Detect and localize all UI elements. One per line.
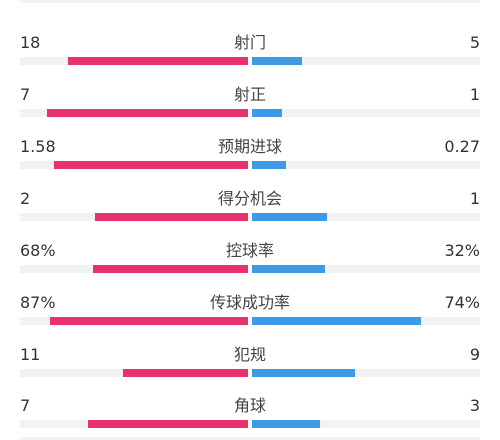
stat-row-possession: 68% 控球率 32% xyxy=(0,230,500,282)
away-bar xyxy=(252,265,325,273)
away-bar xyxy=(252,369,355,377)
stat-label: 射门 xyxy=(233,33,266,52)
home-value: 2 xyxy=(20,189,31,208)
away-value: 9 xyxy=(469,345,480,364)
home-value: 68% xyxy=(20,241,56,260)
home-bar-track xyxy=(20,57,248,65)
bottom-divider xyxy=(20,437,480,440)
away-bar xyxy=(252,109,282,117)
home-bar-track xyxy=(20,369,248,377)
home-bar-track xyxy=(20,213,248,221)
away-value: 0.27 xyxy=(444,137,480,156)
home-bar-track xyxy=(20,317,248,325)
home-value: 87% xyxy=(20,293,56,312)
stat-label: 传球成功率 xyxy=(209,293,290,312)
away-bar xyxy=(252,213,328,221)
away-bar xyxy=(252,161,287,169)
away-bar-track xyxy=(252,109,480,117)
home-bar xyxy=(49,317,248,325)
home-bar xyxy=(54,161,248,169)
stat-label: 控球率 xyxy=(225,241,274,260)
away-value: 3 xyxy=(469,396,480,415)
home-value: 11 xyxy=(20,345,41,364)
home-bar xyxy=(88,420,248,428)
away-value: 5 xyxy=(469,33,480,52)
home-bar-track xyxy=(20,265,248,273)
top-divider xyxy=(20,0,480,3)
home-bar-track xyxy=(20,420,248,428)
away-bar-track xyxy=(252,420,480,428)
stat-label: 预期进球 xyxy=(217,137,282,156)
away-value: 74% xyxy=(444,293,480,312)
home-value: 18 xyxy=(20,33,41,52)
stat-row-pass-accuracy: 87% 传球成功率 74% xyxy=(0,282,500,334)
stat-row-shots: 18 射门 5 xyxy=(0,22,500,74)
home-value: 7 xyxy=(20,85,31,104)
home-value: 1.58 xyxy=(20,137,56,156)
home-bar xyxy=(92,265,248,273)
away-bar-track xyxy=(252,161,480,169)
stat-row-shots-on-target: 7 射正 1 xyxy=(0,74,500,126)
away-bar xyxy=(252,420,321,428)
away-value: 1 xyxy=(469,85,480,104)
stat-label: 角球 xyxy=(233,396,266,415)
away-bar-track xyxy=(252,265,480,273)
stat-row-fouls: 11 犯规 9 xyxy=(0,334,500,386)
home-bar xyxy=(95,213,248,221)
home-bar-track xyxy=(20,161,248,169)
away-bar xyxy=(252,57,303,65)
stat-label: 得分机会 xyxy=(217,189,282,208)
away-bar-track xyxy=(252,57,480,65)
away-bar-track xyxy=(252,369,480,377)
home-bar xyxy=(47,109,248,117)
home-bar-track xyxy=(20,109,248,117)
stat-row-big-chances: 2 得分机会 1 xyxy=(0,178,500,230)
away-bar-track xyxy=(252,213,480,221)
stat-row-expected-goals: 1.58 预期进球 0.27 xyxy=(0,126,500,178)
home-bar xyxy=(67,57,248,65)
home-value: 7 xyxy=(20,396,31,415)
away-bar xyxy=(252,317,421,325)
away-value: 1 xyxy=(469,189,480,208)
stat-row-corners: 7 角球 3 xyxy=(0,385,500,437)
home-bar xyxy=(122,369,248,377)
stat-label: 射正 xyxy=(233,85,266,104)
away-bar-track xyxy=(252,317,480,325)
away-value: 32% xyxy=(444,241,480,260)
stat-label: 犯规 xyxy=(233,345,266,364)
